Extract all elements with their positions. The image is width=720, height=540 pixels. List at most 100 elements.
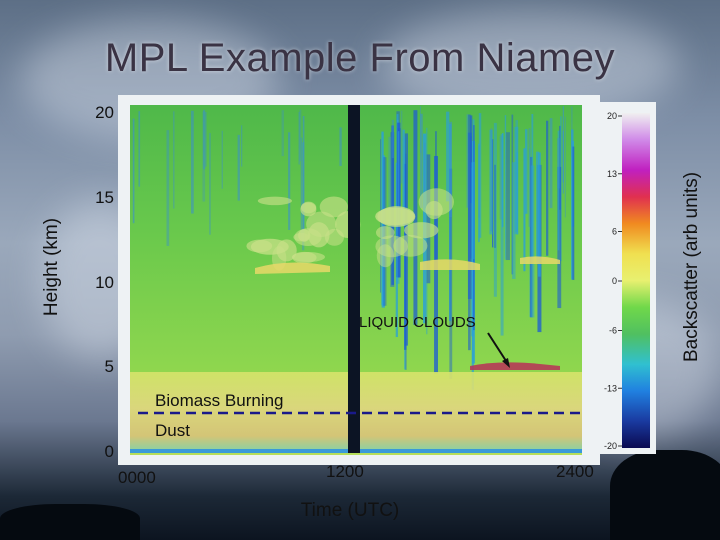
aerosol-patch xyxy=(418,188,455,216)
x-tick-label: 0000 xyxy=(118,468,156,487)
cloud-streak xyxy=(562,106,564,194)
cloud-streak xyxy=(300,137,303,240)
mid-cloud-layer xyxy=(255,256,560,274)
cloud-streak xyxy=(138,111,141,187)
cloud-streak xyxy=(402,129,405,226)
cloud-streak xyxy=(203,109,206,170)
aerosol-patch xyxy=(375,235,409,258)
liquid-cloud-layer xyxy=(470,362,560,370)
cloud-streak xyxy=(173,111,175,209)
colorbar-tick-label: -13 xyxy=(604,383,617,393)
cloud-streak xyxy=(536,151,540,264)
cloud-streak xyxy=(391,125,394,285)
aerosol-patch xyxy=(292,251,317,264)
y-axis-label: Height (km) xyxy=(41,217,62,317)
cloud-streak xyxy=(339,127,342,167)
cloud-streak xyxy=(557,130,560,251)
y-tick-label: 5 xyxy=(104,357,114,377)
x-axis-label: Time (UTC) xyxy=(300,500,400,521)
aerosol-patch xyxy=(375,207,415,226)
annotation-biomass-burning: Biomass Burning xyxy=(155,391,284,410)
cloud-streak xyxy=(564,116,566,218)
cloud-streak xyxy=(466,114,469,208)
cloud-streak xyxy=(388,136,392,248)
cloud-streak xyxy=(504,115,507,260)
cloud-streak xyxy=(397,131,400,225)
cloud-streak xyxy=(572,146,575,280)
colorbar-tick-label: 0 xyxy=(612,276,617,286)
liquid-clouds-arrowhead xyxy=(502,358,510,368)
y-tick-label: 10 xyxy=(95,272,114,292)
aerosol-patch xyxy=(246,239,273,253)
aerosol-patch xyxy=(375,226,395,240)
cloud-streak xyxy=(166,130,170,246)
cloud-streak xyxy=(499,135,502,220)
aerosol-patch xyxy=(293,232,310,242)
colorbar-tick-label: 20 xyxy=(607,111,617,121)
cloud-streak xyxy=(494,164,496,248)
cloud-streak xyxy=(237,134,240,201)
cloud-streak xyxy=(472,161,475,260)
cloud-streak xyxy=(490,128,493,232)
cloud-streak xyxy=(298,111,301,165)
liquid-clouds-arrow xyxy=(487,332,509,365)
cloud-streak xyxy=(528,128,531,227)
cloud-streak xyxy=(546,120,549,256)
cloud-streak xyxy=(400,110,403,184)
cloud-streak xyxy=(493,122,497,297)
colorbar xyxy=(622,113,650,448)
cloud-streak xyxy=(524,129,528,214)
cloud-streak xyxy=(413,110,418,325)
colorbar-tick-label: -20 xyxy=(604,441,617,451)
cloud-streak xyxy=(530,156,533,318)
cloud-streak xyxy=(221,130,223,189)
annotation-liquid-clouds: LIQUID CLOUDS xyxy=(359,314,476,331)
cloud-streak xyxy=(468,114,471,351)
cloud-streak xyxy=(516,152,519,235)
cloud-streak xyxy=(241,125,243,167)
cloud-streak xyxy=(420,113,423,208)
cloud-streak xyxy=(302,115,305,230)
x-tick-label: 2400 xyxy=(556,462,594,481)
cloud-streak xyxy=(549,118,553,209)
y-tick-label: 15 xyxy=(95,187,114,207)
cloud-streak xyxy=(500,134,504,336)
y-tick-label: 0 xyxy=(104,442,114,461)
cloud-streak xyxy=(426,154,431,284)
aerosol-patch xyxy=(257,196,292,206)
cloud-streak xyxy=(424,142,426,192)
cloud-streak xyxy=(529,148,531,318)
cloud-streak xyxy=(478,145,480,218)
colorbar-tick-label: 6 xyxy=(612,227,617,237)
cloud-streak xyxy=(205,111,207,167)
cloud-streak xyxy=(506,132,510,261)
cloud-streak xyxy=(571,106,573,157)
data-gap-bar xyxy=(348,105,360,453)
colorbar-tick-label: -6 xyxy=(609,326,617,336)
y-tick-label: 20 xyxy=(95,103,114,122)
cloud-streak xyxy=(449,123,452,322)
aerosol-patch xyxy=(319,196,348,218)
cloud-streak xyxy=(557,137,560,189)
aerosol-patch xyxy=(404,222,439,239)
annotation-dust: Dust xyxy=(155,421,190,440)
cloud-streak xyxy=(281,110,284,157)
cloud-streak xyxy=(523,148,526,272)
cloud-streak xyxy=(391,119,394,159)
colorbar-label: Backscatter (arb units) xyxy=(681,171,702,363)
cloud-streak xyxy=(511,114,514,275)
cloud-streak xyxy=(288,132,291,230)
aerosol-patch xyxy=(300,202,317,217)
cloud-streak xyxy=(132,118,135,224)
cloud-streak xyxy=(299,109,302,162)
cloud-streak xyxy=(449,168,453,379)
colorbar-tick-label: 13 xyxy=(607,169,617,179)
cloud-streak xyxy=(202,111,206,202)
cloud-streak xyxy=(502,133,504,227)
cloud-streak xyxy=(209,132,211,235)
x-tick-label: 1200 xyxy=(326,462,364,481)
cloud-streak xyxy=(446,111,450,202)
cloud-streak xyxy=(191,110,194,214)
cloud-streak xyxy=(531,114,534,258)
